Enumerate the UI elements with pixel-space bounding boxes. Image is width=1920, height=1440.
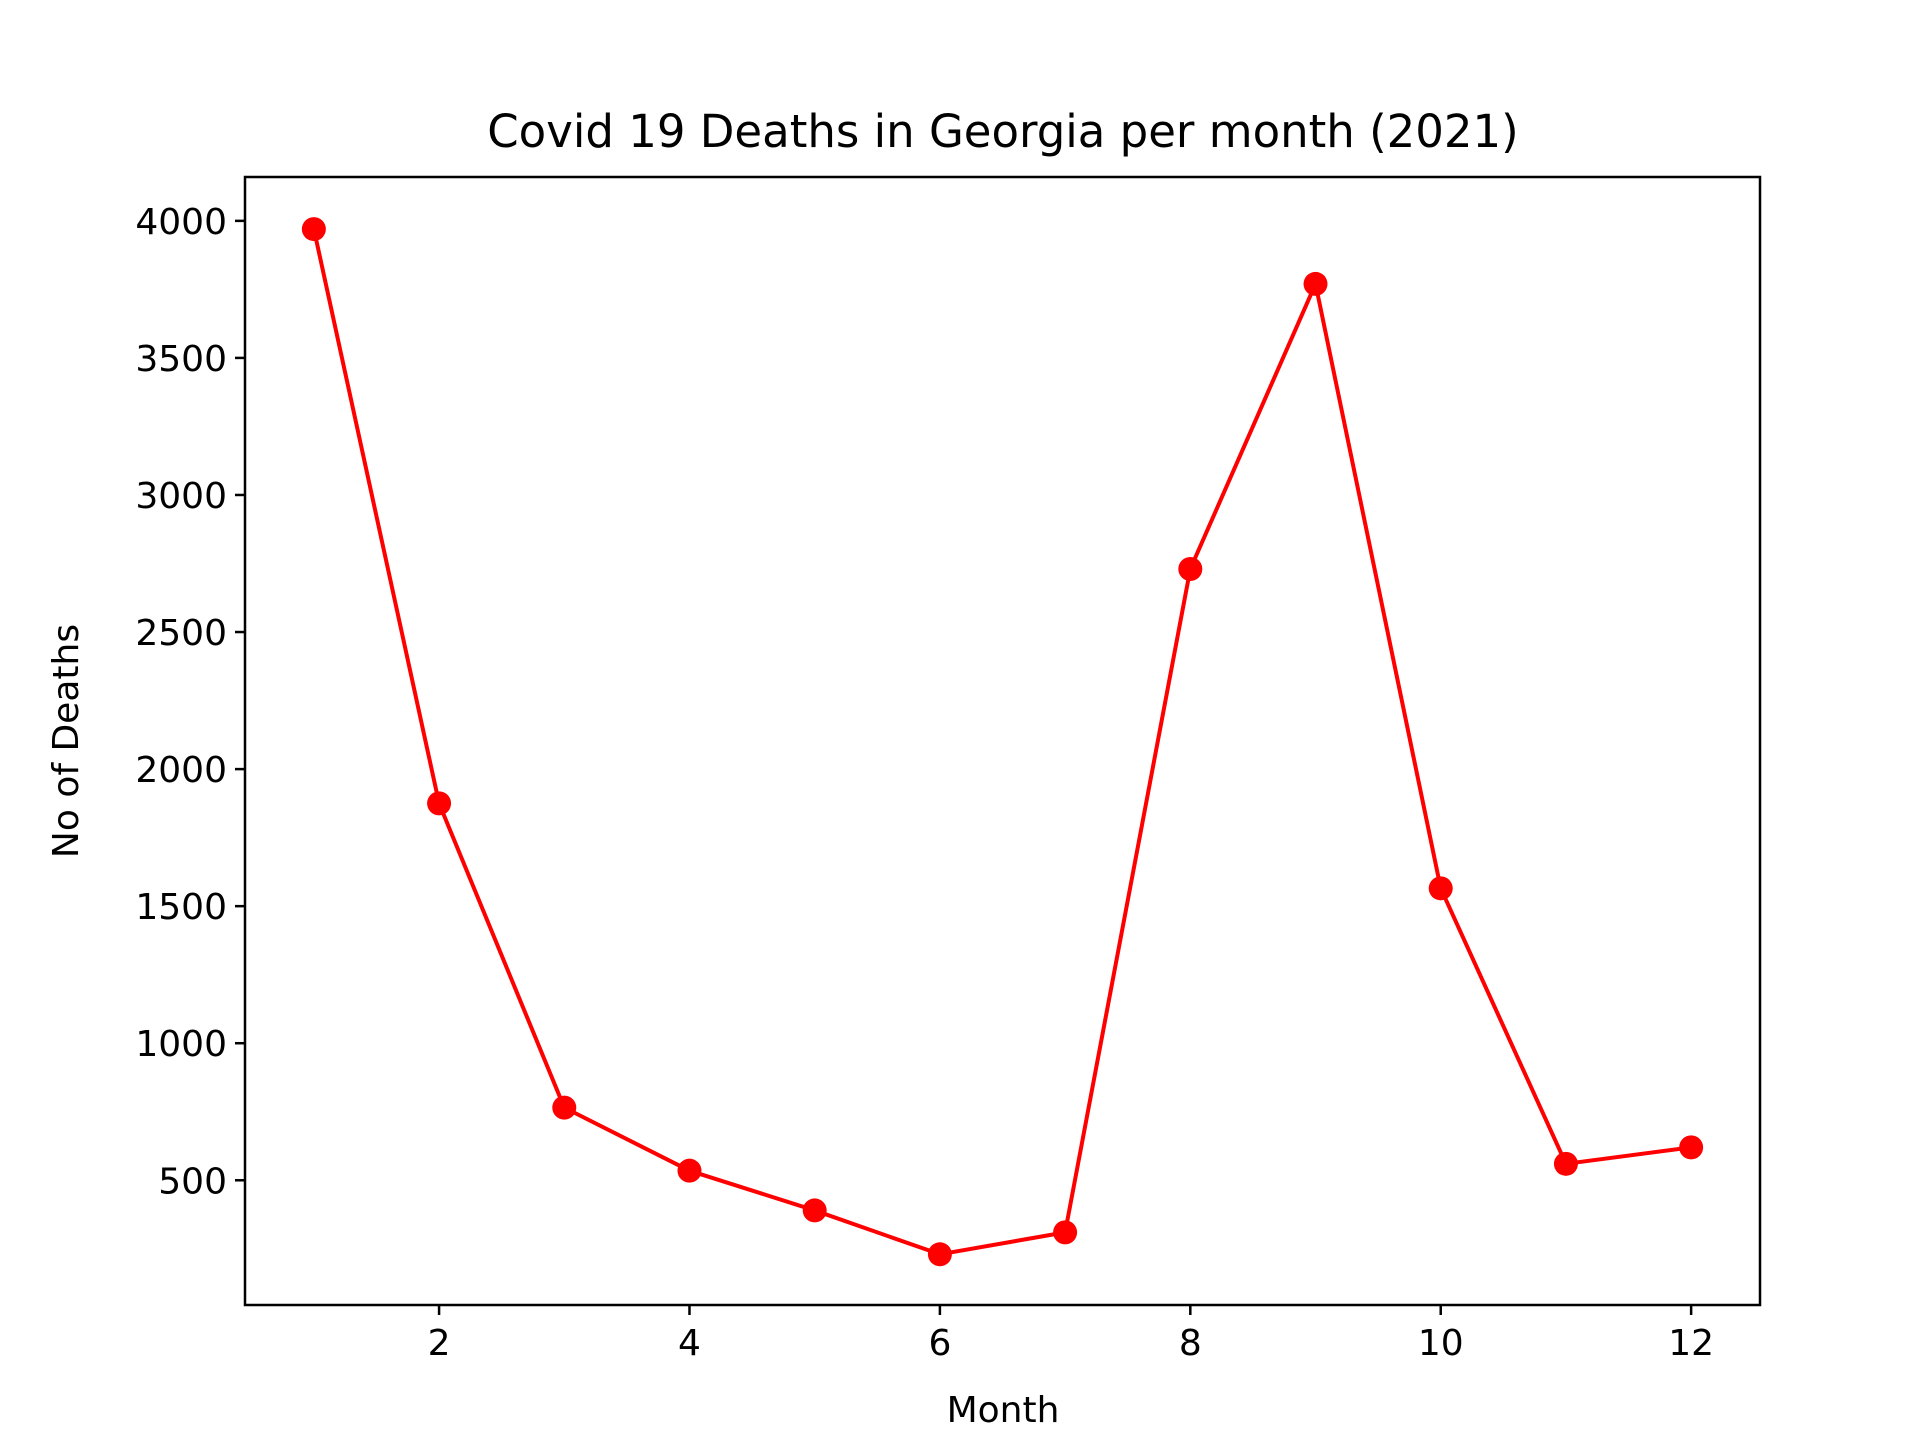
y-tick-label: 4000	[135, 202, 227, 243]
y-tick-label: 1500	[135, 887, 227, 928]
chart-title: Covid 19 Deaths in Georgia per month (20…	[487, 105, 1518, 158]
series-line	[311, 228, 1692, 1257]
y-tick-label: 3000	[135, 476, 227, 517]
y-tick-label: 2500	[135, 613, 227, 654]
x-tick-label: 12	[1668, 1323, 1714, 1364]
x-axis-label: Month	[947, 1390, 1060, 1431]
data-point	[301, 217, 326, 242]
x-tick-label: 4	[678, 1323, 701, 1364]
x-tick-label: 2	[428, 1323, 451, 1364]
data-point	[1553, 1151, 1578, 1176]
x-tick-label: 10	[1418, 1323, 1464, 1364]
y-tick-label: 500	[158, 1161, 227, 1202]
y-tick-label: 2000	[135, 750, 227, 791]
data-point	[427, 791, 452, 816]
plot-frame	[243, 175, 1762, 1307]
series-group	[301, 217, 1704, 1267]
data-point	[552, 1095, 577, 1120]
y-tick-label: 1000	[135, 1024, 227, 1065]
data-point	[1428, 876, 1453, 901]
x-tick-label: 8	[1179, 1323, 1202, 1364]
data-point	[1178, 556, 1203, 581]
data-point	[1303, 271, 1328, 296]
data-point	[802, 1198, 827, 1223]
axis-ticks: 2 4 6 8 10 12 500 1000 1500 2000 2500 3000 3500 4000	[135, 202, 1714, 1364]
data-point	[677, 1158, 702, 1183]
data-point	[1679, 1135, 1704, 1160]
data-point	[1053, 1220, 1078, 1245]
data-point	[927, 1242, 952, 1267]
x-tick-label: 6	[928, 1323, 951, 1364]
y-tick-label: 3500	[135, 339, 227, 380]
y-axis-label: No of Deaths	[46, 624, 87, 858]
